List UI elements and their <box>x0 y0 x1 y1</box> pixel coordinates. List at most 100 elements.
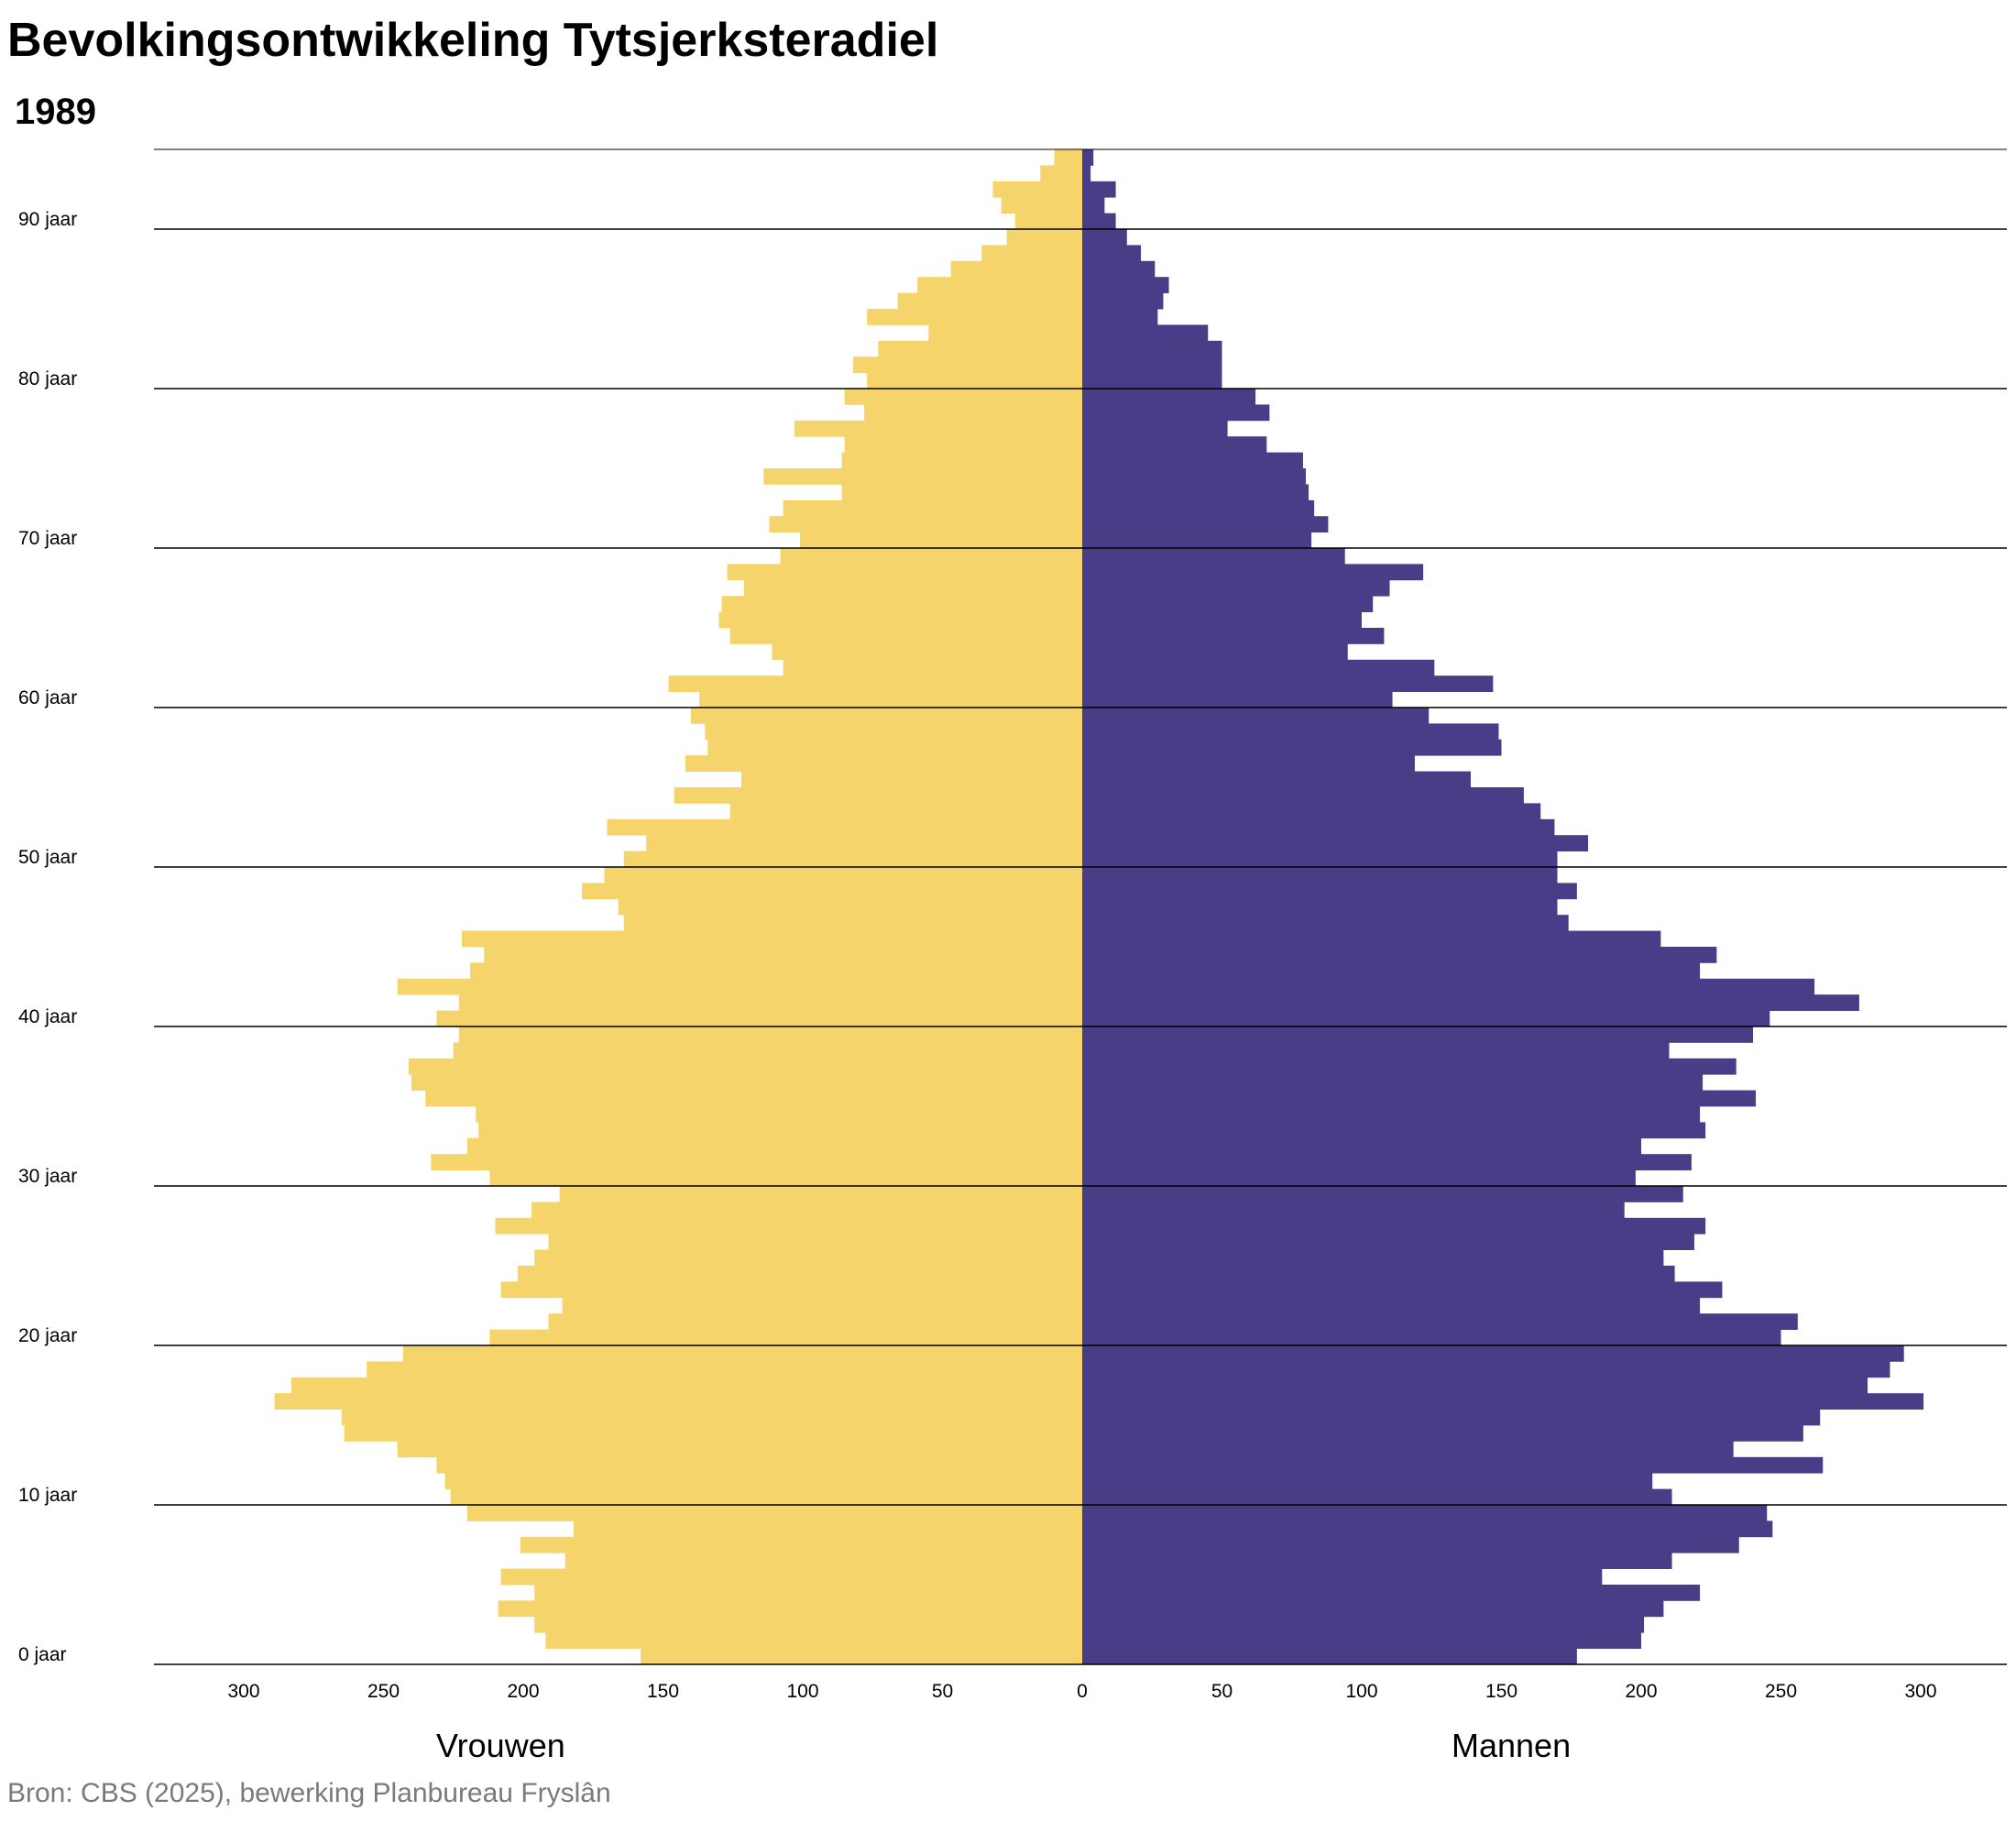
chart-title: Bevolkingsontwikkeling Tytsjerksteradiel <box>7 14 939 67</box>
men-bar-age-84 <box>1082 309 1158 325</box>
women-bar-age-62 <box>783 659 1082 676</box>
women-bar-age-70 <box>799 532 1082 549</box>
women-bar-age-53 <box>729 803 1082 820</box>
men-bar-age-62 <box>1082 659 1435 676</box>
women-bar-age-94 <box>1054 149 1082 166</box>
value-tick-label: 150 <box>647 1681 679 1702</box>
men-bar-age-73 <box>1082 484 1309 501</box>
age-tick-label: 10 jaar <box>18 1485 77 1506</box>
women-bar-age-83 <box>928 324 1082 342</box>
women-bar-age-78 <box>864 404 1082 422</box>
men-bar-age-39 <box>1082 1026 1753 1043</box>
men-bar-age-63 <box>1082 643 1348 661</box>
men-bar-age-41 <box>1082 994 1859 1011</box>
age-tick-label: 80 jaar <box>18 368 77 390</box>
women-bar-age-72 <box>783 499 1082 517</box>
women-bar-age-14 <box>344 1425 1082 1442</box>
men-bar-age-53 <box>1082 803 1541 820</box>
women-bar-age-6 <box>564 1553 1082 1569</box>
women-bar-age-56 <box>685 755 1082 772</box>
women-bar-age-46 <box>623 915 1082 931</box>
age-tick-label: 30 jaar <box>18 1166 77 1187</box>
men-bar-age-71 <box>1082 516 1329 532</box>
men-bar-age-44 <box>1082 947 1717 963</box>
men-bar-age-52 <box>1082 818 1555 836</box>
men-bar-age-70 <box>1082 532 1312 549</box>
men-bar-age-87 <box>1082 260 1156 278</box>
source-note: Bron: CBS (2025), bewerking Planbureau F… <box>7 1778 611 1808</box>
men-bar-age-67 <box>1082 579 1390 597</box>
women-bar-age-45 <box>461 930 1082 948</box>
men-bar-age-27 <box>1082 1217 1706 1235</box>
age-tick-label: 70 jaar <box>18 528 77 549</box>
men-bar-age-69 <box>1082 548 1345 565</box>
men-bar-age-74 <box>1082 468 1306 485</box>
women-bar-age-60 <box>699 691 1082 708</box>
women-bar-age-61 <box>668 675 1082 692</box>
women-bar-age-90 <box>1014 213 1082 230</box>
men-bar-age-24 <box>1082 1266 1675 1282</box>
women-bar-age-36 <box>411 1074 1082 1091</box>
women-bar-age-20 <box>489 1329 1082 1346</box>
men-bar-age-54 <box>1082 787 1524 804</box>
men-bar-age-42 <box>1082 978 1815 995</box>
men-bar-age-28 <box>1082 1202 1625 1219</box>
women-bar-age-58 <box>705 723 1082 741</box>
women-bars <box>274 149 1083 1665</box>
women-bar-age-37 <box>408 1058 1082 1075</box>
men-bar-age-22 <box>1082 1297 1701 1314</box>
women-bar-age-49 <box>604 867 1082 884</box>
age-tick-label: 0 jaar <box>18 1644 67 1665</box>
men-bar-age-82 <box>1082 340 1222 357</box>
women-bar-age-67 <box>743 579 1082 597</box>
men-bar-age-9 <box>1082 1505 1768 1521</box>
women-bar-age-91 <box>1001 197 1082 214</box>
women-bar-age-16 <box>274 1393 1082 1410</box>
men-bar-age-77 <box>1082 420 1228 437</box>
value-tick-label: 200 <box>1625 1681 1657 1702</box>
men-bar-age-18 <box>1082 1361 1890 1378</box>
women-bar-age-34 <box>476 1106 1082 1123</box>
men-bar-age-34 <box>1082 1106 1701 1123</box>
women-bar-age-93 <box>1040 165 1082 182</box>
value-tick-label: 100 <box>786 1681 818 1702</box>
women-bar-age-12 <box>436 1456 1082 1474</box>
chart-year: 1989 <box>15 92 96 132</box>
men-bar-age-1 <box>1082 1632 1641 1649</box>
women-bar-age-4 <box>534 1585 1082 1601</box>
women-bar-age-89 <box>1006 229 1082 246</box>
women-bar-age-86 <box>917 277 1082 293</box>
men-bar-age-59 <box>1082 708 1430 724</box>
women-bar-age-0 <box>641 1648 1082 1665</box>
men-bar-age-21 <box>1082 1313 1798 1330</box>
men-bar-age-3 <box>1082 1600 1664 1618</box>
women-bar-age-15 <box>341 1409 1082 1426</box>
women-bar-age-76 <box>844 436 1082 453</box>
men-bar-age-68 <box>1082 564 1424 581</box>
men-bar-age-17 <box>1082 1377 1868 1394</box>
men-bar-age-86 <box>1082 277 1169 293</box>
women-bar-age-30 <box>489 1169 1082 1187</box>
women-bar-age-13 <box>397 1441 1082 1458</box>
women-bar-age-52 <box>607 818 1082 836</box>
men-bar-age-7 <box>1082 1536 1739 1553</box>
women-bar-age-23 <box>500 1281 1082 1299</box>
women-bar-age-18 <box>367 1361 1082 1378</box>
women-bar-age-2 <box>534 1616 1082 1633</box>
men-bar-age-60 <box>1082 691 1393 708</box>
women-bar-age-3 <box>498 1600 1082 1618</box>
women-bar-age-54 <box>674 787 1082 804</box>
men-bar-age-50 <box>1082 851 1558 868</box>
men-bars <box>1082 149 1924 1665</box>
men-bar-age-92 <box>1082 181 1116 198</box>
value-tick-label: 200 <box>507 1681 539 1702</box>
men-bar-age-23 <box>1082 1281 1723 1299</box>
population-pyramid-chart: 0 jaar 10 jaar 20 jaar 30 jaar 40 jaar 50 jaa… <box>18 148 2007 1702</box>
women-bar-age-28 <box>531 1202 1082 1219</box>
value-tick-label: 50 <box>1211 1681 1233 1702</box>
women-bar-age-29 <box>559 1186 1082 1202</box>
women-bar-age-8 <box>573 1520 1082 1538</box>
women-bar-age-11 <box>444 1473 1083 1489</box>
men-bar-age-25 <box>1082 1249 1664 1267</box>
women-bar-age-55 <box>740 771 1082 788</box>
